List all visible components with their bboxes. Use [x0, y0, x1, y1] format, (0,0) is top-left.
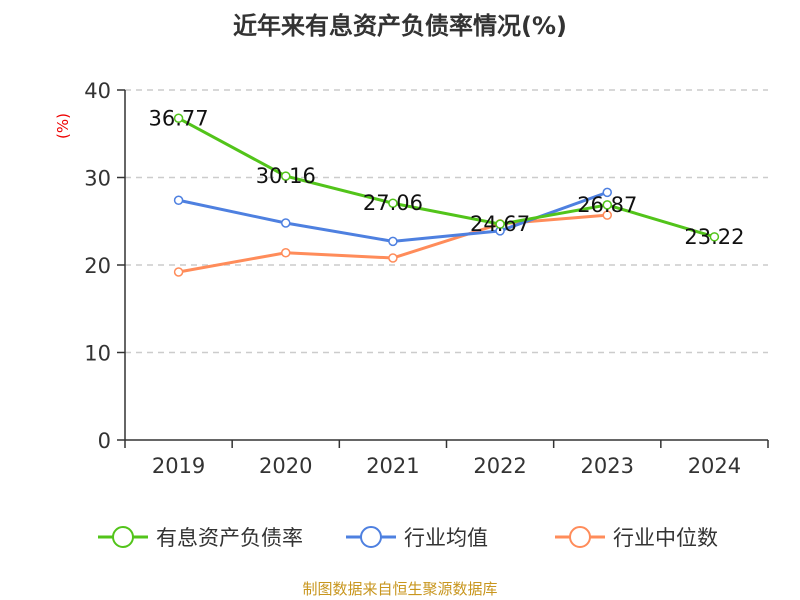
chart-title: 近年来有息资产负债率情况(%)	[233, 12, 567, 40]
x-tick-label: 2019	[152, 454, 205, 478]
data-point[interactable]	[388, 198, 398, 208]
legend-label: 行业均值	[404, 526, 488, 550]
y-tick-label: 30	[84, 167, 111, 191]
data-point[interactable]	[173, 195, 184, 205]
legend-item[interactable]: 有息资产负债率	[98, 526, 303, 550]
data-label: 27.06	[363, 191, 423, 215]
y-tick-label: 40	[84, 79, 111, 103]
data-point[interactable]	[709, 232, 720, 242]
data-point[interactable]	[602, 210, 612, 220]
legend-item[interactable]: 行业均值	[346, 526, 488, 550]
series-line	[177, 116, 715, 239]
y-axis-label: (%)	[54, 113, 72, 139]
data-point[interactable]	[173, 113, 184, 124]
data-point[interactable]	[602, 187, 612, 198]
data-point[interactable]	[495, 219, 505, 229]
data-point[interactable]	[173, 267, 184, 277]
data-point[interactable]	[388, 253, 398, 263]
data-point[interactable]	[602, 200, 612, 210]
legend-marker	[360, 526, 382, 548]
legend-item[interactable]: 行业中位数	[555, 526, 718, 550]
data-label: 36.77	[149, 106, 209, 130]
source-note: 制图数据来自恒生聚源数据库	[302, 580, 497, 598]
data-label: 23.22	[684, 225, 744, 249]
y-tick-label: 10	[84, 342, 111, 366]
legend-marker	[569, 526, 591, 548]
data-point[interactable]	[281, 248, 291, 258]
x-tick-label: 2021	[366, 454, 419, 478]
data-label: 26.87	[577, 193, 637, 217]
y-tick-label: 20	[84, 254, 111, 278]
data-point[interactable]	[281, 218, 291, 228]
data-point[interactable]	[281, 171, 291, 181]
x-tick-label: 2024	[688, 454, 741, 478]
data-point[interactable]	[388, 236, 398, 247]
y-tick-label: 0	[98, 429, 111, 453]
legend-label: 有息资产负债率	[156, 526, 303, 550]
legend-label: 行业中位数	[613, 526, 718, 550]
x-tick-label: 2022	[473, 454, 526, 478]
data-label: 24.67	[470, 212, 530, 236]
x-tick-label: 2023	[581, 454, 634, 478]
x-tick-label: 2020	[259, 454, 312, 478]
data-label: 30.16	[256, 164, 316, 188]
legend-marker	[112, 526, 134, 548]
